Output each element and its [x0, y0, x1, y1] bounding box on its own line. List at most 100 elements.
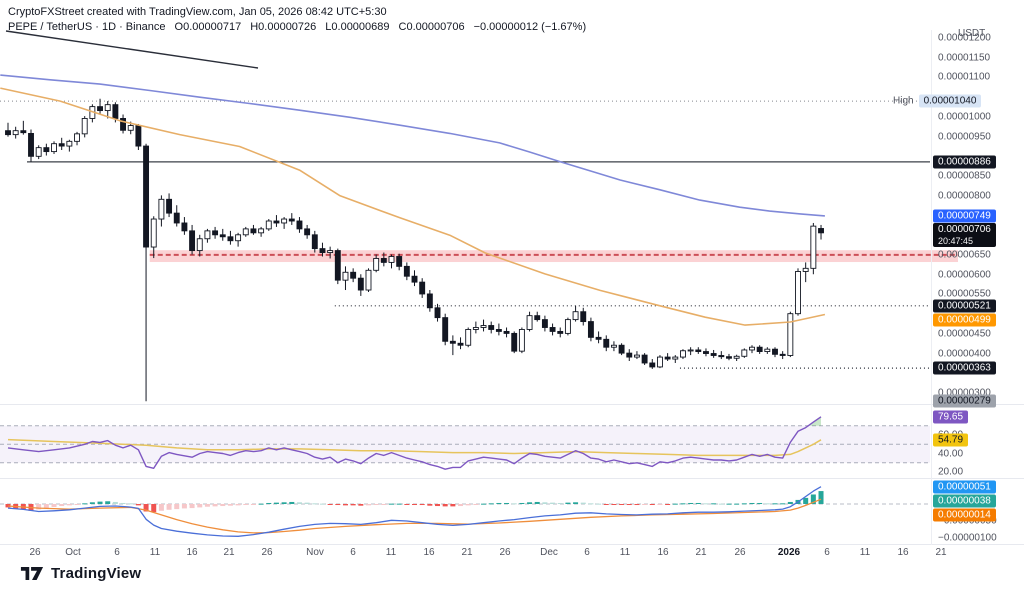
- macd-bar: [634, 504, 640, 506]
- tradingview-logo[interactable]: TradingView: [20, 564, 141, 583]
- candle-body: [166, 198, 173, 214]
- trendline-drawing[interactable]: [5, 30, 259, 69]
- candle-body: [380, 258, 387, 263]
- candle-body: [58, 143, 65, 147]
- candle-body: [342, 271, 349, 281]
- macd-bar: [642, 504, 648, 505]
- macd-line[interactable]: [7, 486, 822, 537]
- tradingview-logo-text: TradingView: [51, 565, 142, 582]
- macd-histogram[interactable]: [5, 491, 824, 513]
- macd-bar: [258, 503, 264, 505]
- macd-pane[interactable]: [0, 486, 930, 537]
- candle-body: [572, 311, 579, 321]
- macd-bar: [151, 504, 157, 513]
- macd-bar: [680, 503, 686, 505]
- macd-bar: [342, 504, 348, 506]
- candle-body: [311, 234, 318, 250]
- ma-blue-line[interactable]: [0, 74, 825, 217]
- price-tick-label: 0.00000450: [938, 328, 991, 340]
- rsi-pane[interactable]: [0, 416, 930, 470]
- candle-body: [434, 307, 441, 319]
- time-tick-label: 21: [461, 547, 473, 558]
- ma-orange-price-label: 0.00000499: [933, 313, 996, 327]
- macd-bar: [458, 504, 464, 507]
- candle-body: [587, 321, 594, 338]
- macd-signal-value-label: 0.00000014: [933, 508, 996, 522]
- candle-body: [143, 145, 150, 248]
- level-521-label: 0.00000521: [933, 299, 996, 313]
- candle-body: [97, 106, 103, 112]
- macd-bar: [105, 501, 111, 504]
- candle-body: [610, 344, 617, 348]
- macd-bar: [220, 504, 226, 507]
- time-tick-label: 2026: [777, 547, 801, 558]
- macd-bar: [419, 504, 425, 506]
- candle-body: [733, 355, 740, 359]
- macd-bar: [204, 504, 210, 507]
- ma-orange-line[interactable]: [0, 87, 826, 326]
- macd-bar: [381, 504, 387, 505]
- candle-body: [104, 104, 111, 112]
- macd-bar: [757, 502, 763, 504]
- price-tick-label: 0.00000800: [938, 190, 991, 202]
- rsi-line[interactable]: [7, 416, 822, 470]
- macd-bar: [550, 502, 556, 504]
- macd-bar: [43, 504, 49, 509]
- candle-body: [472, 327, 479, 330]
- macd-bar: [557, 502, 563, 504]
- candle-body: [51, 143, 57, 153]
- time-tick-label: Dec: [540, 547, 558, 558]
- price-tick-label: 0.00001150: [938, 52, 991, 64]
- candle-body: [5, 130, 11, 136]
- candle-body: [672, 356, 679, 360]
- price-tick-label: 0.00000550: [938, 288, 991, 300]
- candlestick-series[interactable]: [5, 98, 824, 402]
- time-tick-label: 6: [114, 547, 120, 558]
- time-tick-label: 26: [29, 547, 41, 558]
- symbol-title[interactable]: PEPE / TetherUS · 1D · Binance: [8, 21, 166, 33]
- macd-bar: [289, 501, 295, 504]
- time-tick-label: 11: [619, 547, 631, 558]
- macd-bar: [197, 504, 203, 508]
- macd-bar: [711, 503, 717, 505]
- candle-body: [81, 118, 88, 135]
- high-prefix-text: High: [893, 95, 914, 107]
- candle-body: [127, 125, 134, 131]
- macd-bar: [810, 494, 816, 504]
- ohlc-low: L0.00000689: [325, 21, 390, 33]
- candle-body: [288, 218, 295, 222]
- candle-body: [396, 256, 403, 267]
- candle-body: [541, 319, 548, 328]
- crash-low-label: 0.00000279: [933, 394, 996, 408]
- time-tick-label: 6: [824, 547, 830, 558]
- rsi-ma-value-label: 54.79: [933, 433, 969, 447]
- candle-body: [534, 315, 541, 321]
- macd-bar: [542, 502, 548, 504]
- tradingview-logo-icon: [20, 567, 44, 580]
- price-tick-label: 0.00000300: [938, 387, 991, 399]
- macd-signal-line[interactable]: [7, 498, 822, 534]
- candle-body: [749, 346, 755, 351]
- macd-bar: [473, 504, 479, 505]
- rsi-tick-label: 20.00: [938, 466, 964, 478]
- macd-bar: [764, 503, 770, 505]
- pane-separator-macd[interactable]: [0, 478, 1024, 479]
- candle-body: [580, 311, 587, 323]
- macd-bar: [128, 503, 134, 505]
- pane-separator-rsi[interactable]: [0, 404, 1024, 405]
- candle-body: [43, 147, 50, 153]
- candle-body: [373, 258, 380, 271]
- macd-bar: [519, 502, 525, 504]
- candle-body: [518, 329, 525, 352]
- rsi-ma-line[interactable]: [7, 438, 822, 457]
- candle-body: [411, 275, 418, 283]
- main-price-pane[interactable]: [0, 30, 959, 402]
- macd-bar: [273, 502, 279, 504]
- candle-body: [265, 220, 272, 230]
- candle-body: [564, 319, 571, 334]
- candle-body: [173, 212, 180, 224]
- macd-bar: [450, 504, 456, 507]
- resistance-zone[interactable]: [149, 250, 959, 263]
